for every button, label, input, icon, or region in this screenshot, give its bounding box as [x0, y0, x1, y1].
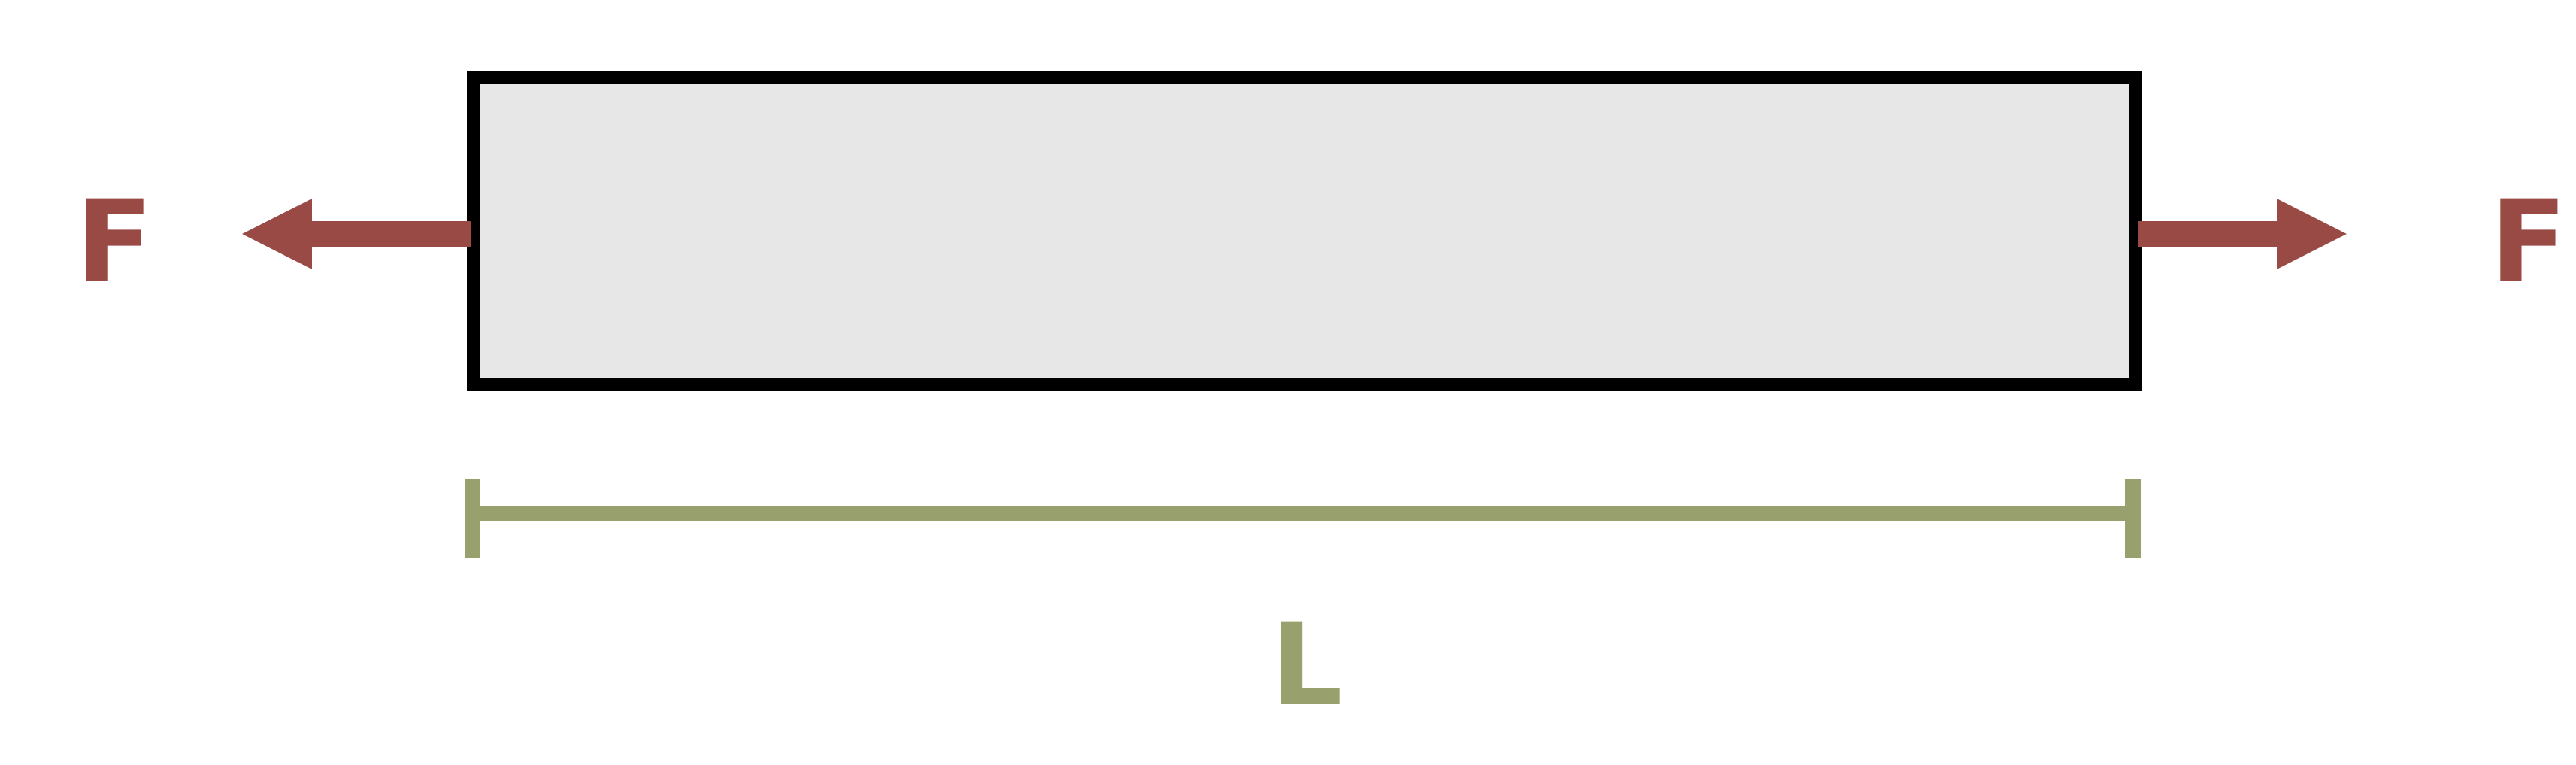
bar-body — [467, 71, 2142, 391]
left-force-arrow — [242, 199, 471, 269]
left-force-label: F — [76, 177, 153, 308]
dimension-line — [472, 506, 2137, 521]
right-force-arrowhead — [2277, 199, 2347, 269]
right-force-shaft — [2138, 221, 2279, 247]
right-force-arrow — [2138, 199, 2347, 269]
length-dimension — [465, 479, 2141, 558]
right-force-label: F — [2490, 177, 2567, 308]
left-force-shaft — [310, 221, 471, 247]
length-label: L — [1271, 600, 1343, 731]
dimension-left-tick — [465, 479, 480, 558]
dimension-right-tick — [2125, 479, 2141, 558]
left-force-arrowhead — [242, 199, 312, 269]
